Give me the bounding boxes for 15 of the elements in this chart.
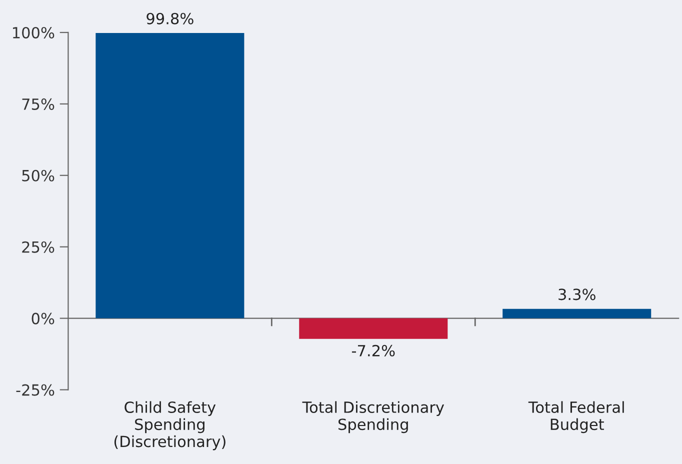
data-label: -7.2%	[352, 344, 395, 356]
bar	[96, 33, 244, 318]
x-tick-label: Total Federal Budget	[528, 401, 624, 434]
y-tick-label: 0%	[32, 312, 54, 324]
data-label: 3.3%	[558, 288, 596, 300]
x-tick-label: Total Discretionary Spending	[302, 401, 444, 434]
y-tick-label: 100%	[13, 26, 54, 38]
y-tick-label: 75%	[22, 98, 54, 110]
data-label: 99.8%	[146, 12, 194, 24]
y-tick-label: 50%	[22, 170, 54, 182]
bar	[502, 308, 652, 318]
x-tick-label: Child Safety Spending (Discretionary)	[114, 401, 226, 450]
bar	[299, 318, 448, 339]
y-tick-label: 25%	[22, 241, 54, 253]
y-tick-label: -25%	[16, 384, 54, 396]
